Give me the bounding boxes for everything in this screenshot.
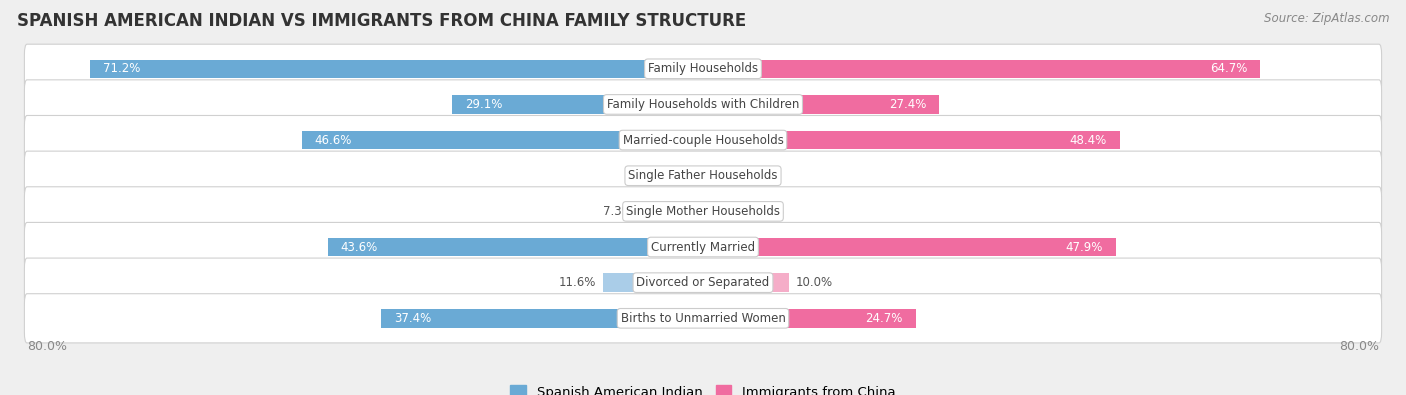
Text: 46.6%: 46.6% (315, 134, 352, 147)
Text: Single Mother Households: Single Mother Households (626, 205, 780, 218)
Text: 37.4%: 37.4% (394, 312, 432, 325)
FancyBboxPatch shape (24, 151, 1382, 200)
Text: SPANISH AMERICAN INDIAN VS IMMIGRANTS FROM CHINA FAMILY STRUCTURE: SPANISH AMERICAN INDIAN VS IMMIGRANTS FR… (17, 12, 747, 30)
FancyBboxPatch shape (24, 258, 1382, 307)
Bar (703, 95, 939, 114)
Text: 47.9%: 47.9% (1066, 241, 1102, 254)
Text: 29.1%: 29.1% (465, 98, 503, 111)
FancyBboxPatch shape (24, 80, 1382, 129)
Bar (703, 238, 1115, 256)
Bar (453, 95, 703, 114)
Text: 1.8%: 1.8% (725, 169, 755, 182)
Text: Single Father Households: Single Father Households (628, 169, 778, 182)
Text: 48.4%: 48.4% (1070, 134, 1107, 147)
Text: 27.4%: 27.4% (889, 98, 927, 111)
Text: Source: ZipAtlas.com: Source: ZipAtlas.com (1264, 12, 1389, 25)
Text: 64.7%: 64.7% (1211, 62, 1247, 75)
FancyBboxPatch shape (24, 222, 1382, 272)
Bar (678, 166, 703, 185)
Text: 2.9%: 2.9% (641, 169, 671, 182)
Text: 43.6%: 43.6% (340, 241, 378, 254)
Text: 71.2%: 71.2% (103, 62, 141, 75)
Text: Births to Unmarried Women: Births to Unmarried Women (620, 312, 786, 325)
Text: Currently Married: Currently Married (651, 241, 755, 254)
Text: 10.0%: 10.0% (796, 276, 834, 289)
Bar (703, 202, 747, 221)
FancyBboxPatch shape (24, 294, 1382, 343)
FancyBboxPatch shape (24, 115, 1382, 165)
Text: 11.6%: 11.6% (558, 276, 596, 289)
Text: 24.7%: 24.7% (866, 312, 903, 325)
Text: Family Households with Children: Family Households with Children (607, 98, 799, 111)
Text: Divorced or Separated: Divorced or Separated (637, 276, 769, 289)
Text: Family Households: Family Households (648, 62, 758, 75)
FancyBboxPatch shape (24, 187, 1382, 236)
Bar (640, 202, 703, 221)
Bar (703, 166, 718, 185)
Text: 80.0%: 80.0% (27, 340, 67, 354)
Text: Married-couple Households: Married-couple Households (623, 134, 783, 147)
Text: 7.3%: 7.3% (603, 205, 633, 218)
Legend: Spanish American Indian, Immigrants from China: Spanish American Indian, Immigrants from… (505, 380, 901, 395)
FancyBboxPatch shape (24, 44, 1382, 93)
Text: 80.0%: 80.0% (1339, 340, 1379, 354)
Bar (703, 309, 915, 327)
Bar (90, 60, 703, 78)
Bar (703, 60, 1260, 78)
Bar (603, 273, 703, 292)
Bar (328, 238, 703, 256)
Bar (703, 273, 789, 292)
Bar (703, 131, 1119, 149)
Text: 5.1%: 5.1% (754, 205, 783, 218)
Bar (381, 309, 703, 327)
Bar (302, 131, 703, 149)
